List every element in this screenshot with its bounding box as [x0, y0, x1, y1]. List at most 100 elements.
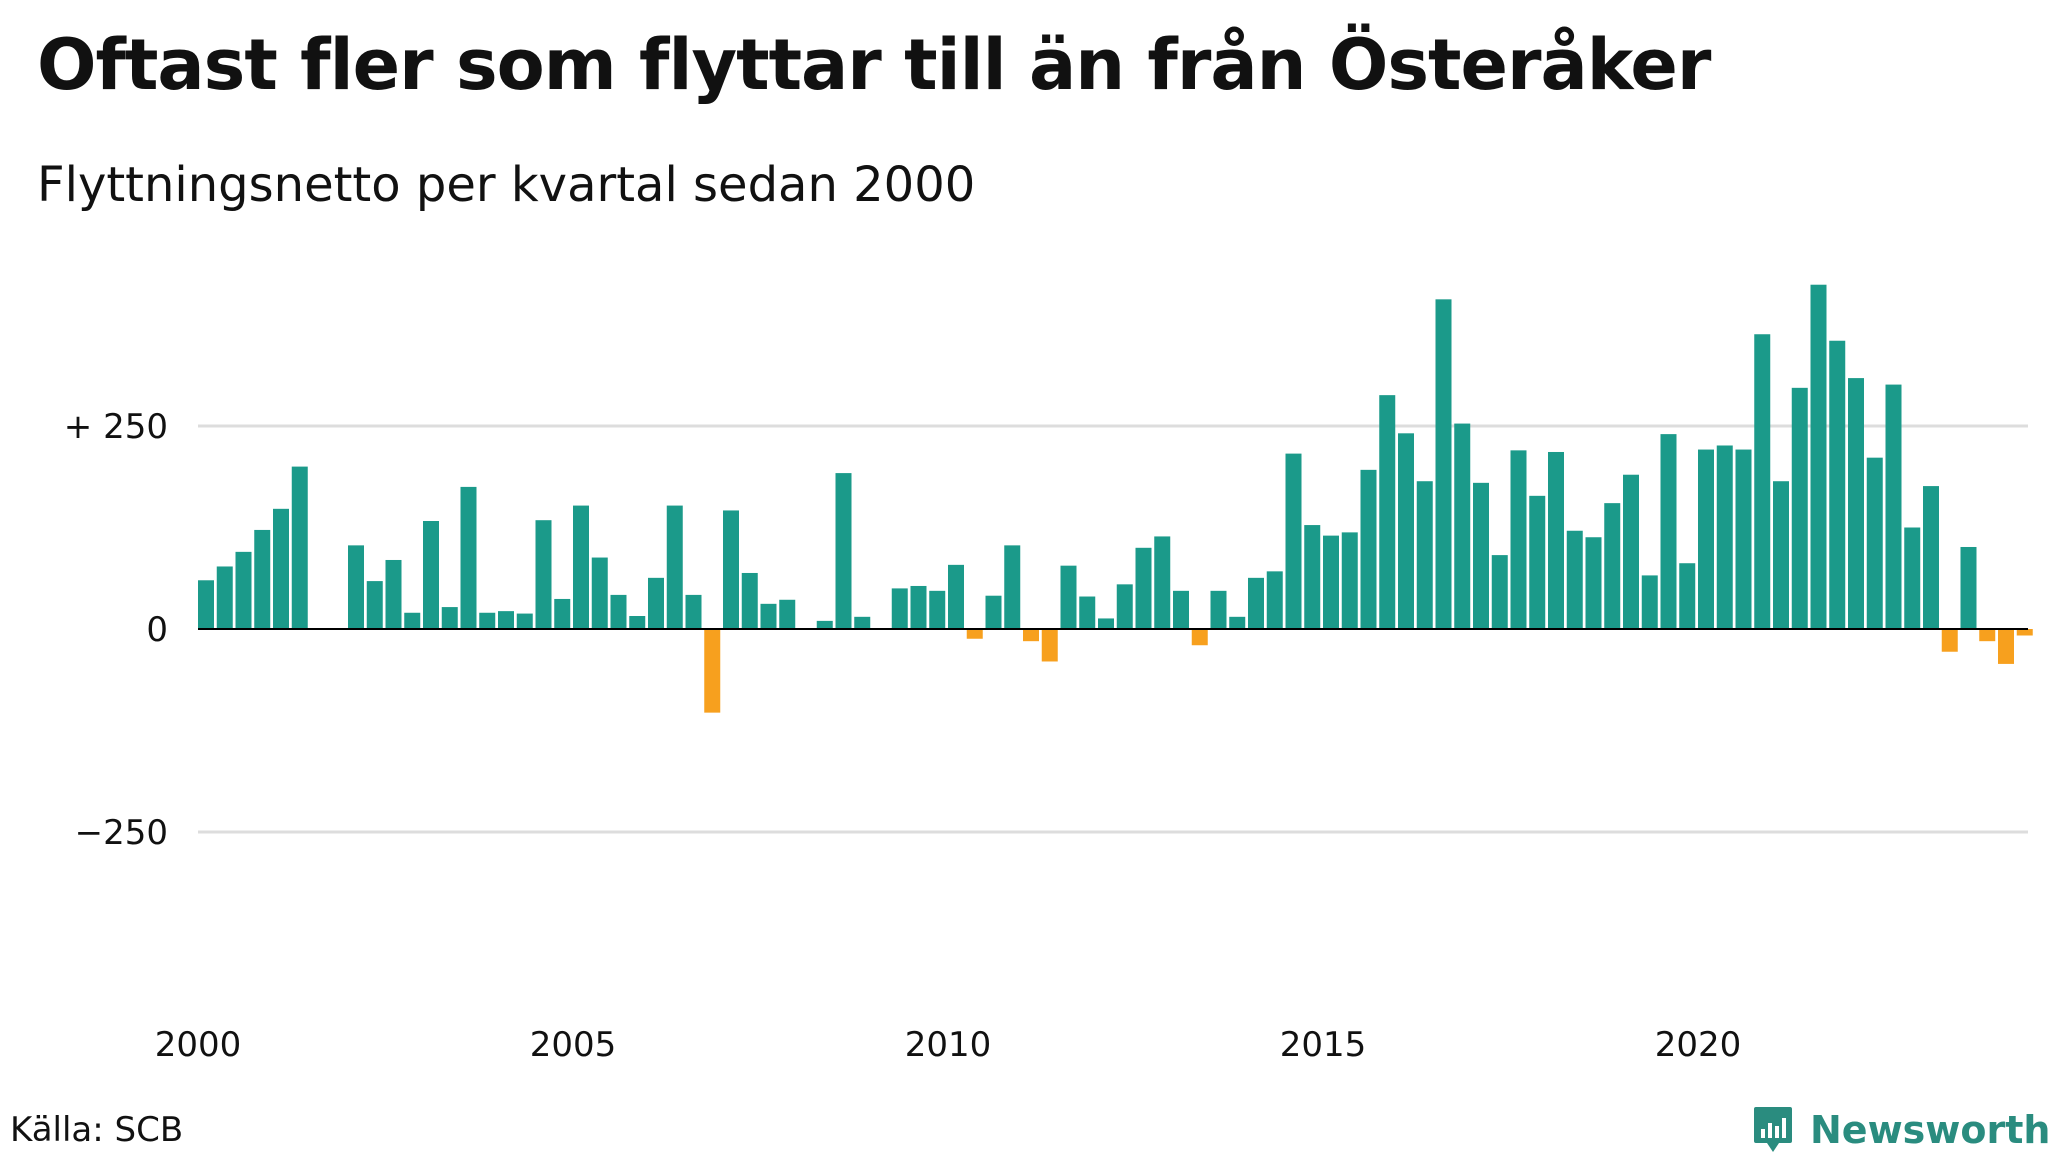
chart-title: Oftast fler som flyttar till än från Öst… [37, 24, 1711, 106]
gridlines [198, 424, 2028, 834]
bar [1116, 584, 1133, 629]
bar [1960, 546, 1977, 629]
bar [666, 505, 683, 629]
bar [891, 588, 908, 629]
bar [573, 505, 589, 629]
bar [1548, 451, 1564, 629]
bar [1191, 629, 1208, 646]
bar [910, 585, 927, 629]
y-axis-tick-labels: + 250 0 −250 [64, 407, 168, 853]
bar [254, 529, 271, 629]
bar [1323, 535, 1339, 629]
bar [1229, 616, 1246, 629]
bar [1435, 299, 1452, 629]
bar [423, 521, 439, 629]
brand-name: Newsworthy [1810, 1108, 2048, 1152]
bar [1866, 457, 1883, 629]
bar-chart: + 250 0 −250 2000 2005 2010 2015 2020 [64, 284, 2033, 1065]
bar [1341, 532, 1358, 629]
bar [854, 616, 871, 629]
bar [273, 508, 289, 629]
bar [1885, 384, 1902, 629]
bar [479, 612, 496, 629]
bar [1510, 450, 1527, 629]
bar [366, 581, 383, 629]
x-tick-label: 2015 [1280, 1025, 1367, 1065]
bar [1379, 395, 1396, 629]
bar [629, 616, 646, 629]
bar [516, 613, 533, 629]
bars [198, 284, 2033, 713]
bar [1979, 629, 1996, 642]
bar [591, 557, 608, 629]
bar [1754, 334, 1771, 629]
bar [1041, 629, 1058, 662]
y-tick-label: + 250 [64, 407, 168, 447]
bar [1360, 469, 1377, 629]
bar [1098, 618, 1114, 629]
bar [1079, 596, 1096, 629]
brand-logo-link[interactable]: Newsworthy [1752, 1100, 2048, 1160]
bar [348, 545, 364, 629]
bar [216, 566, 233, 629]
bar [1266, 571, 1283, 629]
bar [741, 572, 758, 629]
bar [1135, 547, 1152, 629]
bar [1473, 482, 1489, 629]
x-tick-label: 2005 [530, 1025, 617, 1065]
bar [1941, 629, 1958, 652]
bar [1923, 486, 1939, 629]
y-tick-label: −250 [75, 813, 168, 853]
bar [1304, 525, 1321, 629]
bar [1248, 577, 1264, 629]
bar [1173, 590, 1189, 629]
bar [1716, 445, 1733, 629]
bar [723, 510, 739, 629]
bar [498, 611, 514, 629]
bar [235, 551, 252, 629]
bar [704, 629, 721, 713]
bar [929, 590, 946, 629]
bar [1623, 474, 1639, 629]
bar [1210, 590, 1227, 629]
bar [760, 603, 777, 629]
x-tick-label: 2020 [1655, 1025, 1742, 1065]
bar [1679, 563, 1696, 629]
bar [1154, 536, 1171, 629]
bar [1735, 449, 1752, 629]
bar [460, 486, 477, 629]
source-note: Källa: SCB [10, 1110, 184, 1150]
x-tick-label: 2010 [905, 1025, 992, 1065]
bar [1810, 284, 1827, 629]
bar [1023, 629, 1039, 642]
bar [685, 594, 702, 629]
x-axis-tick-labels: 2000 2005 2010 2015 2020 [155, 1025, 1742, 1065]
bar [441, 607, 458, 629]
bar [1604, 503, 1621, 629]
bar [648, 577, 664, 629]
bar [1848, 378, 1864, 629]
bar [385, 559, 402, 629]
bar [966, 629, 983, 639]
bar [554, 598, 571, 629]
bar [535, 520, 552, 629]
bar [1491, 555, 1508, 629]
bar [1398, 433, 1414, 629]
bar [404, 612, 421, 629]
bar [1566, 530, 1583, 629]
bar [1829, 340, 1846, 629]
chart-subtitle: Flyttningsnetto per kvartal sedan 2000 [37, 157, 976, 213]
bar [1660, 434, 1677, 629]
bar [1285, 453, 1302, 629]
bar [1773, 481, 1789, 629]
bar [1416, 481, 1433, 629]
bar [2016, 629, 2033, 636]
bar [1698, 449, 1714, 629]
newsworthy-chart-logo-icon [1754, 1107, 1792, 1152]
bar [985, 595, 1002, 629]
bar [1060, 565, 1077, 629]
bar [1585, 537, 1602, 629]
bar [816, 620, 833, 629]
x-tick-label: 2000 [155, 1025, 242, 1065]
bar [198, 580, 214, 629]
